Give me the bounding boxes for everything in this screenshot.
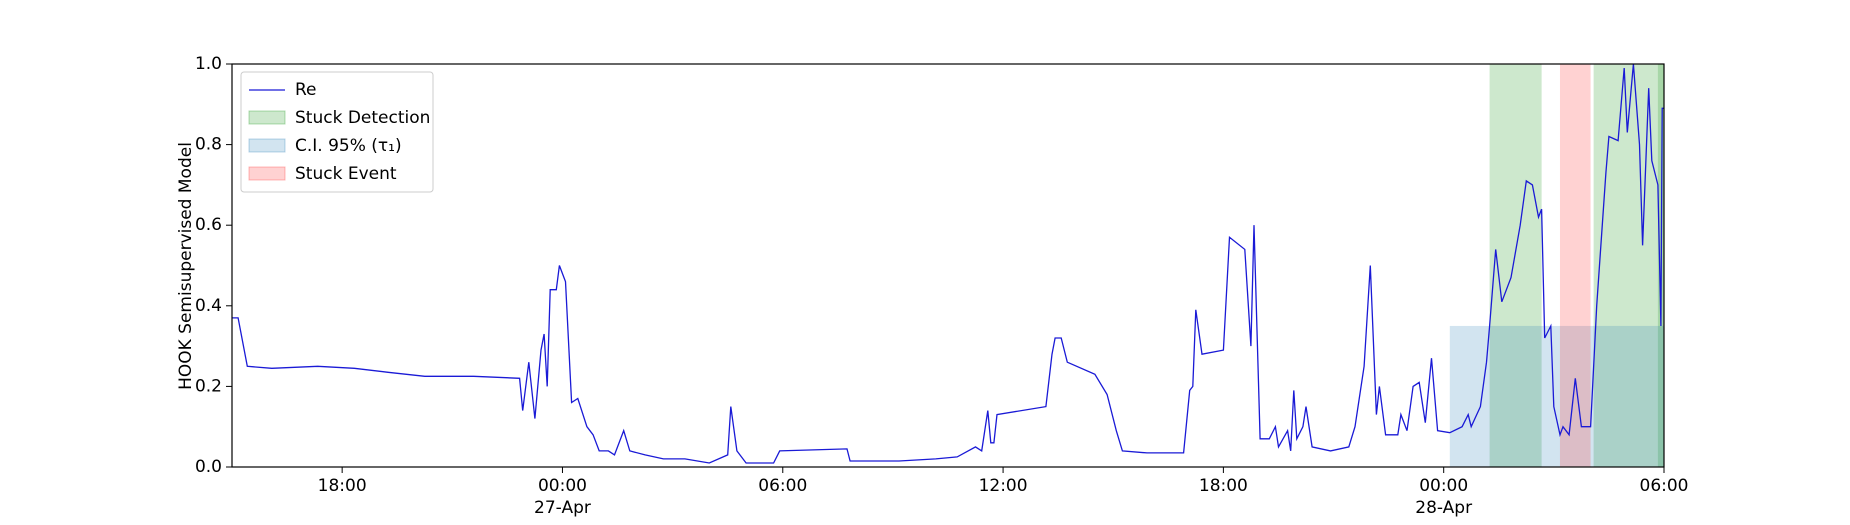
- y-tick-label: 1.0: [195, 54, 222, 74]
- y-tick-label: 0.0: [195, 457, 222, 477]
- line: [232, 63, 1664, 464]
- legend-swatch: [248, 166, 286, 181]
- span: [1449, 325, 1664, 467]
- x-tick-label: 00:00 27-Apr: [534, 476, 591, 518]
- y-tick-label: 0.8: [195, 135, 222, 155]
- y-tick-label: 0.2: [195, 376, 222, 396]
- legend-label: Re: [295, 80, 317, 100]
- span: [1489, 64, 1542, 467]
- legend-frame: [240, 71, 434, 193]
- legend-label: Stuck Event: [295, 164, 397, 184]
- x-tick-label: 18:00: [1199, 476, 1248, 496]
- legend-label: C.I. 95% (τ₁): [295, 136, 402, 156]
- legend-label: Stuck Detection: [295, 108, 430, 128]
- x-tick-label: 06:00: [1640, 476, 1689, 496]
- x-tick-label: 12:00: [979, 476, 1028, 496]
- y-axis-label: HOOK Semisupervised Model: [176, 142, 196, 390]
- y-tick-label: 0.6: [195, 215, 222, 235]
- x-tick-label: 00:00 28-Apr: [1415, 476, 1472, 518]
- span: [1559, 64, 1591, 467]
- span: [1593, 64, 1664, 467]
- legend-swatch: [248, 138, 286, 153]
- axes-frame: [231, 63, 1665, 468]
- legend-swatch: [248, 110, 286, 125]
- y-tick-label: 0.4: [195, 296, 222, 316]
- x-tick-label: 06:00: [758, 476, 807, 496]
- x-tick-label: 18:00: [318, 476, 367, 496]
